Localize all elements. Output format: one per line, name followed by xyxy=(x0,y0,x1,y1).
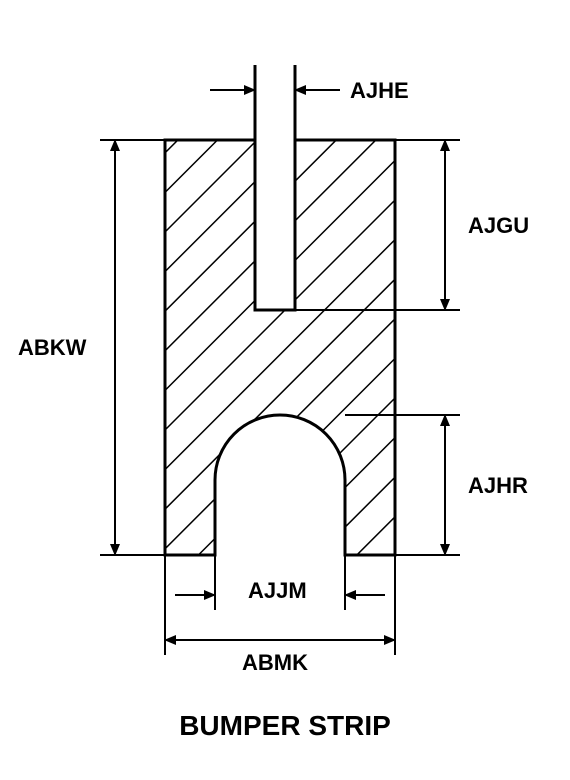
diagram-container: ABKW AJHE AJGU AJHR AJJM ABMK BUMPER STR… xyxy=(0,0,570,780)
label-abkw: ABKW xyxy=(18,335,86,361)
cross-section-shape xyxy=(165,140,395,555)
label-ajgu: AJGU xyxy=(468,213,529,239)
label-ajhe: AJHE xyxy=(350,78,409,104)
label-abmk: ABMK xyxy=(242,650,308,676)
label-ajjm: AJJM xyxy=(248,578,307,604)
label-ajhr: AJHR xyxy=(468,473,528,499)
diagram-title: BUMPER STRIP xyxy=(0,710,570,742)
